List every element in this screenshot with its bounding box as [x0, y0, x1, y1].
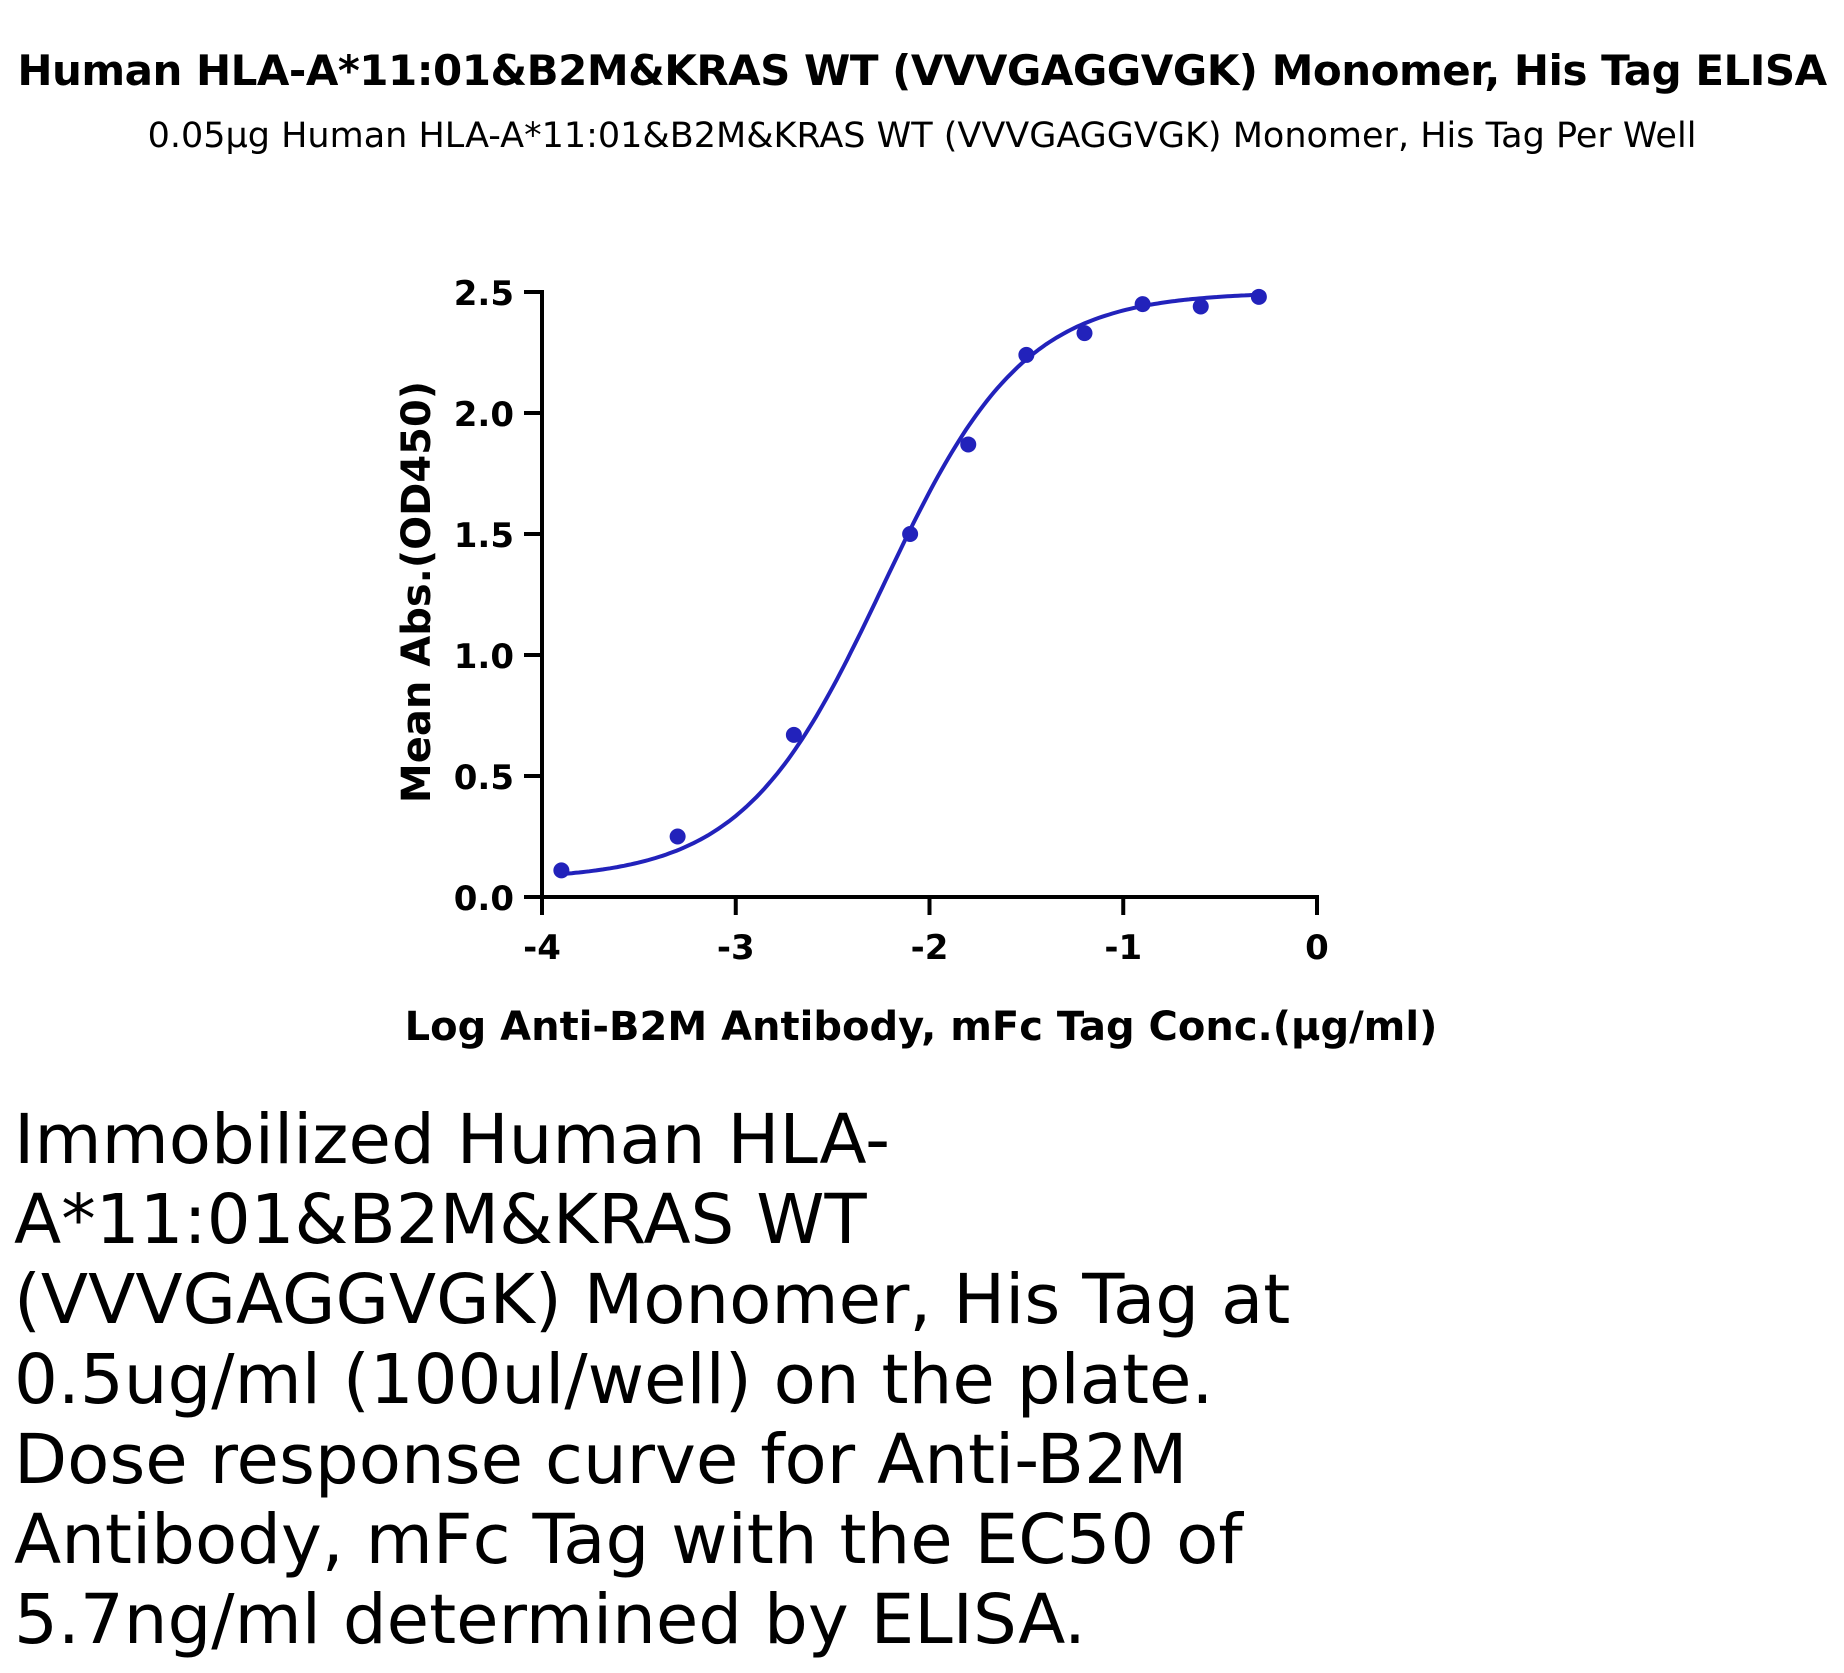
x-tick-label: 0	[1305, 928, 1329, 968]
axes	[540, 290, 1319, 899]
chart-title: Human HLA-A*11:01&B2M&KRAS WT (VVVGAGGVG…	[17, 46, 1827, 95]
fit-curve-layer	[561, 292, 1259, 877]
x-tick-label: -3	[717, 928, 755, 968]
y-axis-label: Mean Abs.(OD450)	[394, 381, 440, 803]
x-tick-label: -4	[523, 928, 561, 968]
data-point	[1076, 325, 1093, 342]
figure-caption: Immobilized Human HLA-A*11:01&B2M&KRAS W…	[14, 1100, 1291, 1660]
data-point	[553, 862, 570, 879]
y-tick-label: 2.0	[454, 395, 514, 435]
data-point	[1250, 288, 1267, 305]
y-tick-label: 0.5	[454, 758, 514, 798]
ticks: 0.0 0.5 1.0 1.5 2.0 2.5 -4 -3 -2 -1 0	[454, 274, 1329, 968]
data-point	[1192, 298, 1209, 315]
data-point	[902, 526, 919, 542]
data-points-layer	[553, 288, 1267, 879]
x-axis-label: Log Anti-B2M Antibody, mFc Tag Conc.(μg/…	[405, 1004, 1438, 1050]
dose-response-chart: 0.0 0.5 1.0 1.5 2.0 2.5 -4 -3 -2 -1 0 Mean Abs.(OD…	[394, 274, 1438, 1050]
data-point	[669, 828, 686, 845]
y-tick-label: 1.5	[454, 516, 514, 556]
fit-curve	[561, 292, 1259, 877]
x-tick-label: -2	[911, 928, 949, 968]
data-point	[1018, 346, 1035, 363]
data-point	[785, 726, 802, 743]
data-point	[960, 436, 977, 453]
y-tick-label: 1.0	[454, 637, 514, 677]
chart-subtitle: 0.05μg Human HLA-A*11:01&B2M&KRAS WT (VV…	[147, 116, 1697, 156]
y-tick-label: 0.0	[454, 879, 514, 919]
y-tick-label: 2.5	[454, 274, 514, 314]
data-point	[1134, 296, 1151, 313]
x-tick-label: -1	[1104, 928, 1142, 968]
